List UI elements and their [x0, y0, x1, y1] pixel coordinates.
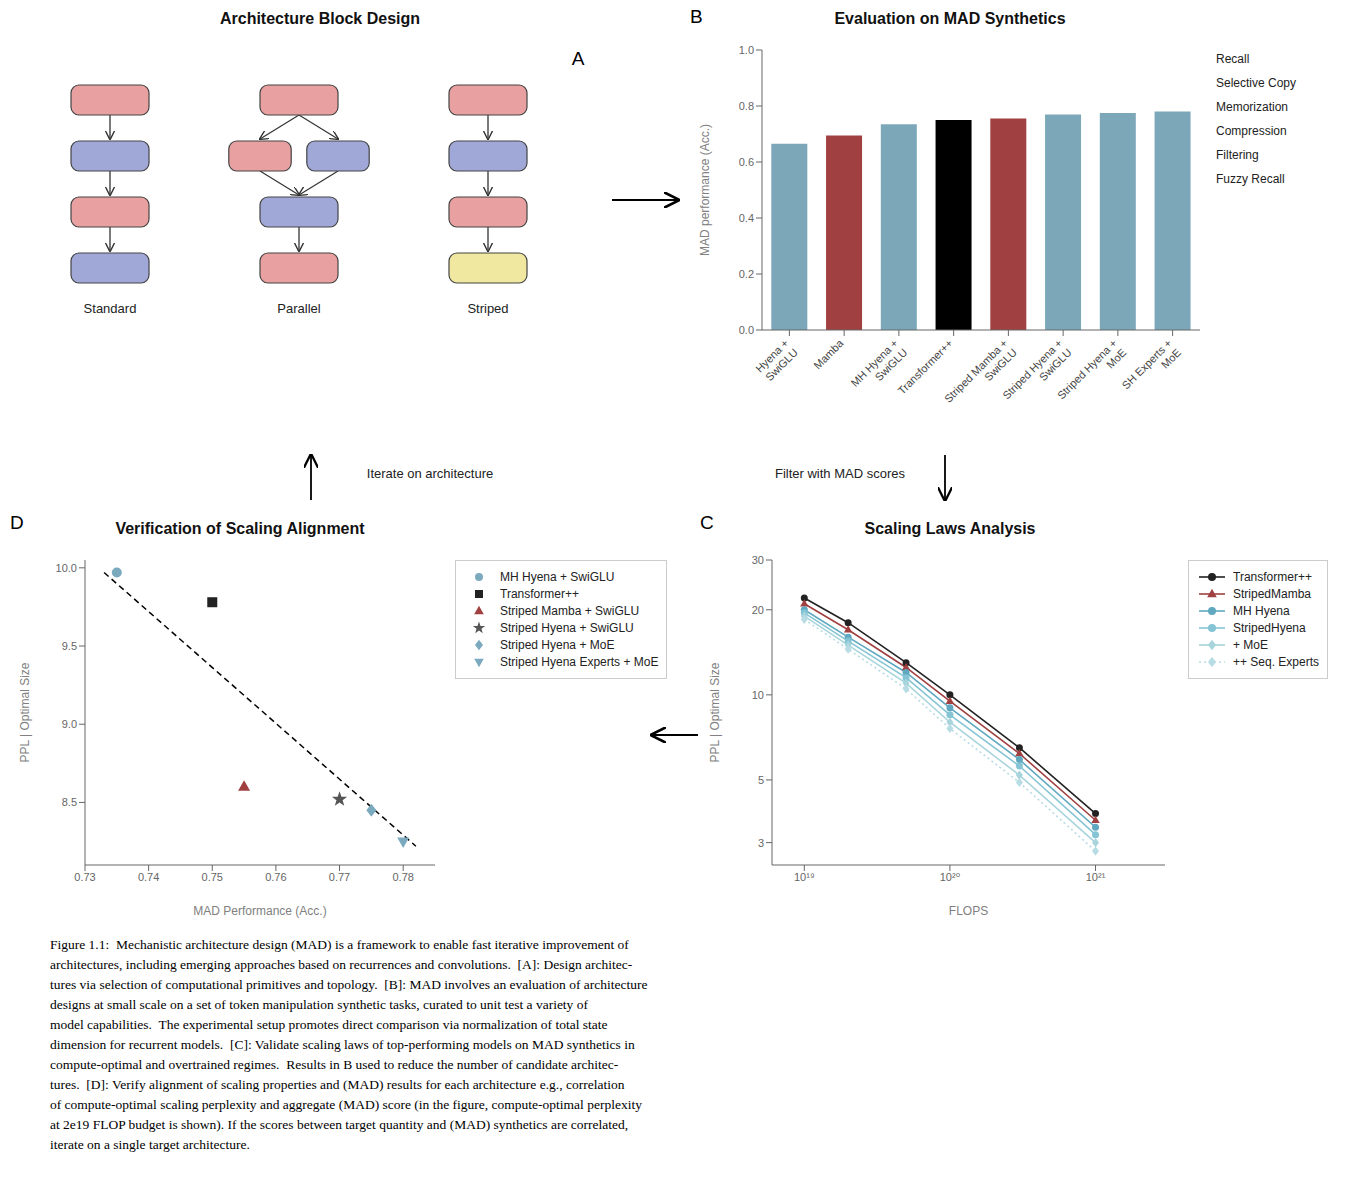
- svg-text:FLOPS: FLOPS: [949, 904, 988, 918]
- svg-text:10²⁰: 10²⁰: [940, 871, 961, 883]
- svg-text:0.8: 0.8: [739, 100, 754, 112]
- svg-text:Standard: Standard: [84, 301, 137, 316]
- svg-text:0.73: 0.73: [74, 871, 95, 883]
- svg-text:9.5: 9.5: [62, 640, 77, 652]
- svg-text:SH Experts +MoE: SH Experts +MoE: [1120, 337, 1184, 401]
- svg-text:MAD Performance (Acc.): MAD Performance (Acc.): [193, 904, 326, 918]
- svg-text:0.76: 0.76: [265, 871, 286, 883]
- svg-text:Hyena +SwiGLU: Hyena +SwiGLU: [753, 337, 800, 384]
- svg-text:Mamba: Mamba: [811, 336, 846, 371]
- svg-text:5: 5: [758, 774, 764, 786]
- svg-text:PPL | Optimal Size: PPL | Optimal Size: [708, 662, 722, 762]
- svg-text:20: 20: [752, 604, 764, 616]
- svg-text:1.0: 1.0: [739, 44, 754, 56]
- svg-text:0.6: 0.6: [739, 156, 754, 168]
- svg-text:Striped: Striped: [467, 301, 508, 316]
- svg-text:10: 10: [752, 689, 764, 701]
- svg-text:MAD performance (Acc.): MAD performance (Acc.): [698, 124, 712, 256]
- svg-text:10.0: 10.0: [56, 562, 77, 574]
- svg-text:9.0: 9.0: [62, 718, 77, 730]
- svg-text:Striped Mamba +SwiGLU: Striped Mamba +SwiGLU: [942, 337, 1019, 414]
- svg-text:Parallel: Parallel: [277, 301, 320, 316]
- svg-text:3: 3: [758, 837, 764, 849]
- svg-text:0.0: 0.0: [739, 324, 754, 336]
- svg-text:10¹⁹: 10¹⁹: [794, 871, 815, 883]
- svg-text:0.2: 0.2: [739, 268, 754, 280]
- svg-text:0.74: 0.74: [138, 871, 159, 883]
- svg-text:Striped Hyena +MoE: Striped Hyena +MoE: [1055, 337, 1129, 411]
- svg-text:Transformer++: Transformer++: [895, 337, 955, 397]
- svg-text:A: A: [572, 48, 585, 69]
- svg-text:0.4: 0.4: [739, 212, 754, 224]
- svg-text:0.77: 0.77: [329, 871, 350, 883]
- svg-text:10²¹: 10²¹: [1086, 871, 1106, 883]
- svg-text:8.5: 8.5: [62, 796, 77, 808]
- svg-text:0.78: 0.78: [392, 871, 413, 883]
- svg-text:0.75: 0.75: [202, 871, 223, 883]
- svg-text:PPL | Optimal Size: PPL | Optimal Size: [18, 662, 32, 762]
- svg-text:30: 30: [752, 554, 764, 566]
